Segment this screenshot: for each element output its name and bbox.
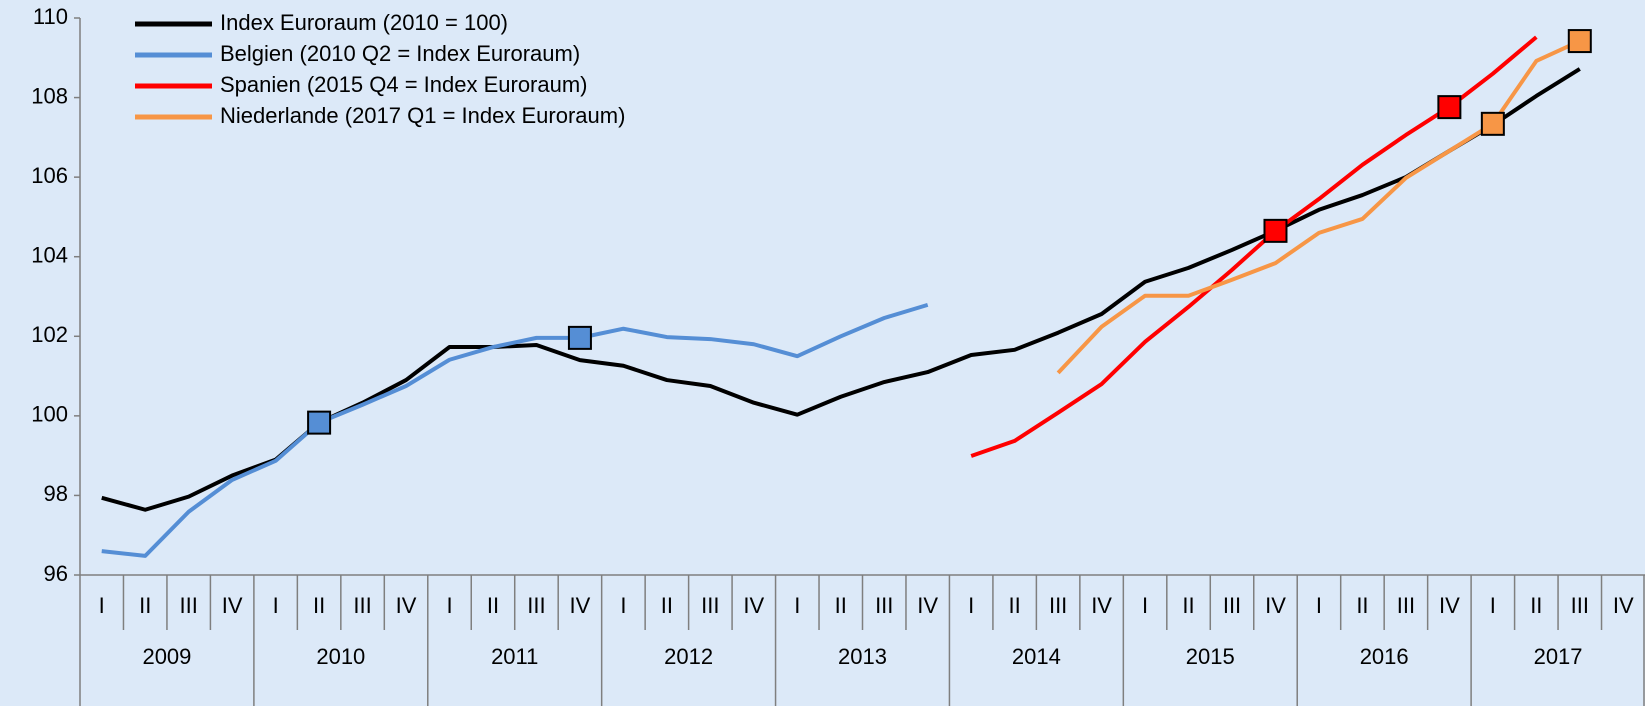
y-tick-label: 108 [31, 83, 68, 108]
point-marker [567, 325, 592, 350]
x-tick-label: III [1223, 593, 1241, 618]
x-tick-label: II [1530, 593, 1542, 618]
x-tick-label: IV [222, 593, 243, 618]
x-tick-label: I [99, 593, 105, 618]
y-tick-label: 110 [33, 4, 68, 29]
x-group-label: 2015 [1186, 644, 1235, 669]
x-tick-label: II [487, 593, 499, 618]
x-tick-label: II [835, 593, 847, 618]
x-tick-label: I [1490, 593, 1496, 618]
x-group-label: 2016 [1360, 644, 1409, 669]
legend-label: Spanien (2015 Q4 = Index Euroraum) [220, 72, 588, 97]
legend-label: Niederlande (2017 Q1 = Index Euroraum) [220, 103, 625, 128]
x-tick-label: I [620, 593, 626, 618]
x-tick-label: II [1182, 593, 1194, 618]
y-tick-label: 98 [44, 481, 68, 506]
legend-label: Belgien (2010 Q2 = Index Euroraum) [220, 41, 580, 66]
y-tick-label: 104 [31, 243, 68, 268]
x-tick-label: II [139, 593, 151, 618]
x-tick-label: IV [396, 593, 417, 618]
x-tick-label: I [273, 593, 279, 618]
y-tick-label: 96 [44, 561, 68, 586]
x-tick-label: IV [743, 593, 764, 618]
x-tick-label: II [313, 593, 325, 618]
x-tick-label: III [527, 593, 545, 618]
x-group-label: 2017 [1534, 644, 1583, 669]
x-tick-label: IV [1265, 593, 1286, 618]
x-tick-label: III [353, 593, 371, 618]
series-line [101, 302, 929, 558]
x-tick-label: IV [1613, 593, 1634, 618]
x-tick-label: IV [1091, 593, 1112, 618]
x-tick-label: IV [917, 593, 938, 618]
x-tick-label: III [180, 593, 198, 618]
x-tick-label: I [794, 593, 800, 618]
x-group-label: 2011 [491, 644, 538, 669]
point-marker [1480, 111, 1505, 136]
series-line [1056, 39, 1581, 375]
x-tick-label: I [1142, 593, 1148, 618]
legend-label: Index Euroraum (2010 = 100) [220, 10, 508, 35]
x-tick-label: III [701, 593, 719, 618]
x-tick-label: I [968, 593, 974, 618]
x-tick-label: IV [570, 593, 591, 618]
y-tick-label: 102 [31, 322, 68, 347]
x-tick-label: III [875, 593, 893, 618]
x-tick-label: III [1571, 593, 1589, 618]
x-tick-label: I [446, 593, 452, 618]
point-marker [1567, 29, 1592, 54]
x-group-label: 2014 [1012, 644, 1061, 669]
x-tick-label: II [661, 593, 673, 618]
x-tick-label: III [1049, 593, 1067, 618]
x-tick-label: I [1316, 593, 1322, 618]
point-marker [307, 410, 332, 435]
y-tick-label: 106 [31, 163, 68, 188]
x-tick-label: III [1397, 593, 1415, 618]
x-tick-label: II [1009, 593, 1021, 618]
x-group-label: 2012 [664, 644, 713, 669]
point-marker [1437, 95, 1462, 120]
x-group-label: 2010 [316, 644, 365, 669]
x-tick-label: IV [1439, 593, 1460, 618]
x-group-label: 2009 [142, 644, 191, 669]
point-marker [1263, 218, 1288, 243]
y-tick-label: 100 [31, 402, 68, 427]
x-group-label: 2013 [838, 644, 887, 669]
series-line [101, 67, 1581, 512]
x-tick-label: II [1356, 593, 1368, 618]
